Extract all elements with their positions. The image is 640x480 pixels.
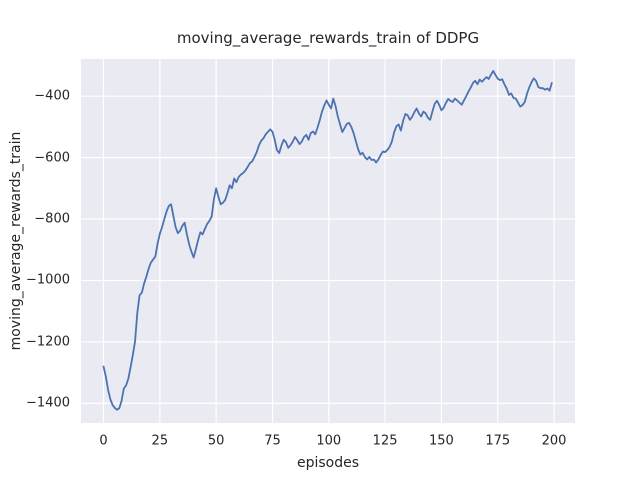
x-axis-label: episodes (296, 455, 360, 471)
y-tick-label: −1200 (26, 334, 70, 350)
y-tick-label: −1400 (26, 395, 70, 411)
x-tick-label: 25 (151, 433, 169, 449)
x-tick-label: 100 (316, 433, 342, 449)
chart-title: moving_average_rewards_train of DDPG (176, 29, 480, 47)
x-tick-label: 50 (207, 433, 225, 449)
x-tick-label: 175 (485, 433, 511, 449)
x-tick-label: 200 (541, 433, 567, 449)
x-tick-label: 150 (428, 433, 454, 449)
y-tick-label: −400 (34, 88, 70, 104)
y-axis-label: moving_average_rewards_train (8, 131, 24, 351)
x-tick-label: 0 (99, 433, 108, 449)
y-tick-label: −600 (34, 150, 70, 166)
y-tick-label: −1000 (26, 272, 70, 288)
x-tick-label: 125 (372, 433, 398, 449)
y-tick-label: −800 (34, 211, 70, 227)
plot-area (81, 59, 575, 423)
reward-line (102, 70, 553, 411)
x-tick-label: 75 (264, 433, 281, 449)
